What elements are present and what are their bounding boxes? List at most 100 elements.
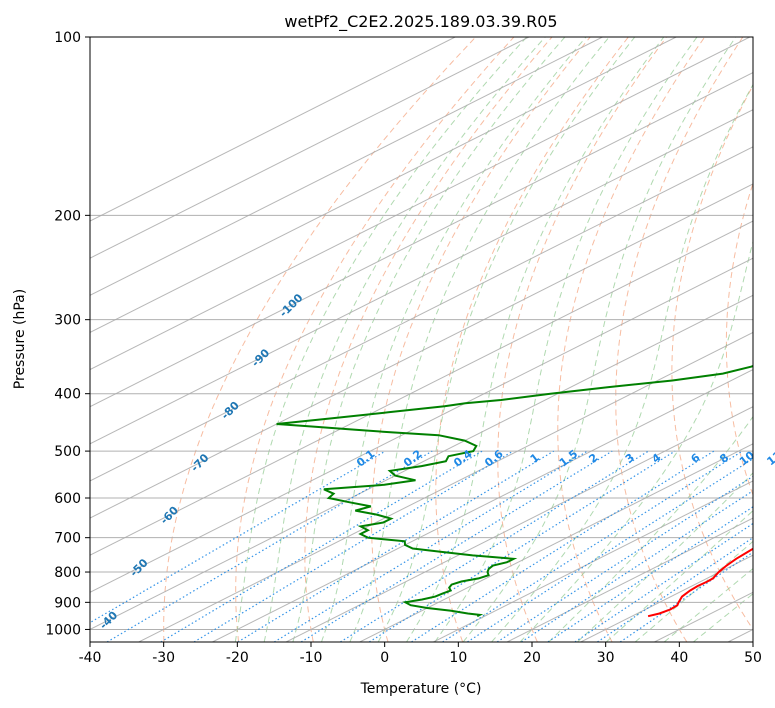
isotherm-line (90, 37, 530, 259)
x-tick-label: -20 (226, 650, 249, 666)
y-tick-label: 300 (54, 313, 81, 329)
isotherm-line (90, 183, 753, 519)
isotherm-line (138, 331, 753, 642)
mixing-ratio-line (160, 450, 483, 642)
isotherm-line (654, 591, 753, 642)
isotherm-label-bg (130, 560, 154, 572)
y-tick-label: 900 (54, 595, 81, 611)
isotherm-label-bg (221, 403, 245, 415)
mixing-ratio-line (340, 450, 649, 642)
isotherm-label-bg (282, 298, 306, 310)
isotherm-line (90, 37, 603, 296)
y-axis-label: Pressure (hPa) (12, 289, 28, 389)
x-tick-label: 30 (597, 650, 615, 666)
isotherm-label-bg (99, 613, 123, 625)
plot-frame (89, 36, 754, 643)
mixing-ratio-label: 6 (689, 451, 703, 466)
moist-adiabat-line (634, 540, 753, 642)
isotherm-line (90, 109, 753, 445)
x-tick-label: 50 (744, 650, 762, 666)
mixing-ratio-line (574, 522, 753, 642)
moist-adiabat-line (663, 567, 753, 642)
mixing-ratio-line (368, 450, 676, 642)
mixing-ratio-label: 8 (717, 451, 731, 466)
isotherm-line (433, 480, 753, 642)
moist-adiabat-line (693, 593, 753, 642)
dry-adiabat-line (497, 37, 667, 642)
isotherm-line (359, 443, 753, 642)
moist-adiabat-line (377, 37, 636, 642)
moist-adiabat-line (406, 37, 665, 642)
dry-adiabat-line (615, 37, 744, 642)
y-tick-label: 1000 (45, 622, 81, 638)
isotherm-line (212, 368, 753, 642)
isotherm-line (90, 71, 753, 408)
moist-adiabat-line (320, 37, 587, 642)
dry-adiabat-line (435, 37, 629, 642)
mixing-ratio-line (467, 458, 753, 642)
moist-adiabat-line (349, 37, 610, 642)
dry-adiabat-line (671, 84, 753, 631)
x-tick-label: -10 (300, 650, 323, 666)
dry-adiabat-line (163, 37, 477, 642)
mixing-ratio-line (300, 450, 613, 642)
x-tick-label: 20 (523, 650, 541, 666)
y-tick-label: 800 (54, 565, 81, 581)
isotherm-label-bg (251, 351, 275, 363)
x-tick-label: -40 (79, 650, 102, 666)
y-tick-label: 100 (54, 30, 81, 46)
isotherm-line (90, 37, 456, 222)
moist-adiabat-line (434, 37, 698, 642)
moist-adiabat-line (234, 37, 528, 642)
mixing-ratio-label: 0.4 (451, 447, 475, 469)
moist-adiabat-line (292, 37, 566, 642)
moist-adiabat-line (577, 472, 753, 642)
isotherm-line (285, 406, 753, 642)
x-tick-label: -30 (152, 650, 175, 666)
moist-adiabat-line (462, 37, 737, 642)
x-tick-label: 10 (449, 650, 467, 666)
mixing-ratio-line (597, 536, 753, 642)
dry-adiabat-line (371, 37, 591, 642)
mixing-ratio-line (442, 450, 743, 642)
y-tick-label: 200 (54, 208, 81, 224)
y-tick-label: 500 (54, 444, 81, 460)
mixing-ratio-label: 1 (528, 451, 542, 466)
y-tick-label: 600 (54, 491, 81, 507)
x-tick-label: 0 (380, 650, 389, 666)
y-tick-label: 400 (54, 387, 81, 403)
isotherm-line (506, 517, 753, 642)
dry-adiabat-line (235, 37, 515, 642)
mixing-ratio-line (521, 490, 753, 642)
dry-adiabat-line (557, 37, 706, 642)
mixing-ratio-label: 3 (623, 451, 637, 466)
mixing-ratio-line (237, 450, 555, 642)
mixing-ratio-line (496, 475, 753, 642)
mixing-ratio-label: 13 (765, 449, 775, 469)
isotherm-line (727, 628, 753, 642)
mixing-ratio-label: 2 (586, 451, 600, 466)
isotherm-line (90, 146, 753, 482)
dewpoint-profile-line (276, 364, 753, 618)
mixing-ratio-line (411, 450, 715, 642)
moist-adiabat-line (548, 415, 753, 642)
isotherm-line (90, 220, 753, 556)
isotherm-line (90, 294, 753, 631)
moist-adiabat-line (605, 510, 753, 642)
moist-adiabat-line (519, 239, 753, 642)
x-tick-label: 40 (670, 650, 688, 666)
isotherm-line (90, 257, 753, 593)
isotherm-line (90, 37, 677, 333)
x-axis-label: Temperature (°C) (360, 681, 482, 697)
isotherm-line (580, 554, 753, 642)
chart-title: wetPf2_C2E2.2025.189.03.39.R05 (284, 12, 557, 32)
mixing-ratio-line (90, 450, 386, 624)
moist-adiabat-line (263, 37, 546, 642)
temperature-profile-line (647, 547, 753, 618)
isotherm-label-bg (190, 455, 214, 467)
moist-adiabat-line (491, 83, 753, 642)
mixing-ratio-line (273, 450, 588, 642)
y-tick-label: 700 (54, 531, 81, 547)
isotherm-line (90, 37, 751, 371)
